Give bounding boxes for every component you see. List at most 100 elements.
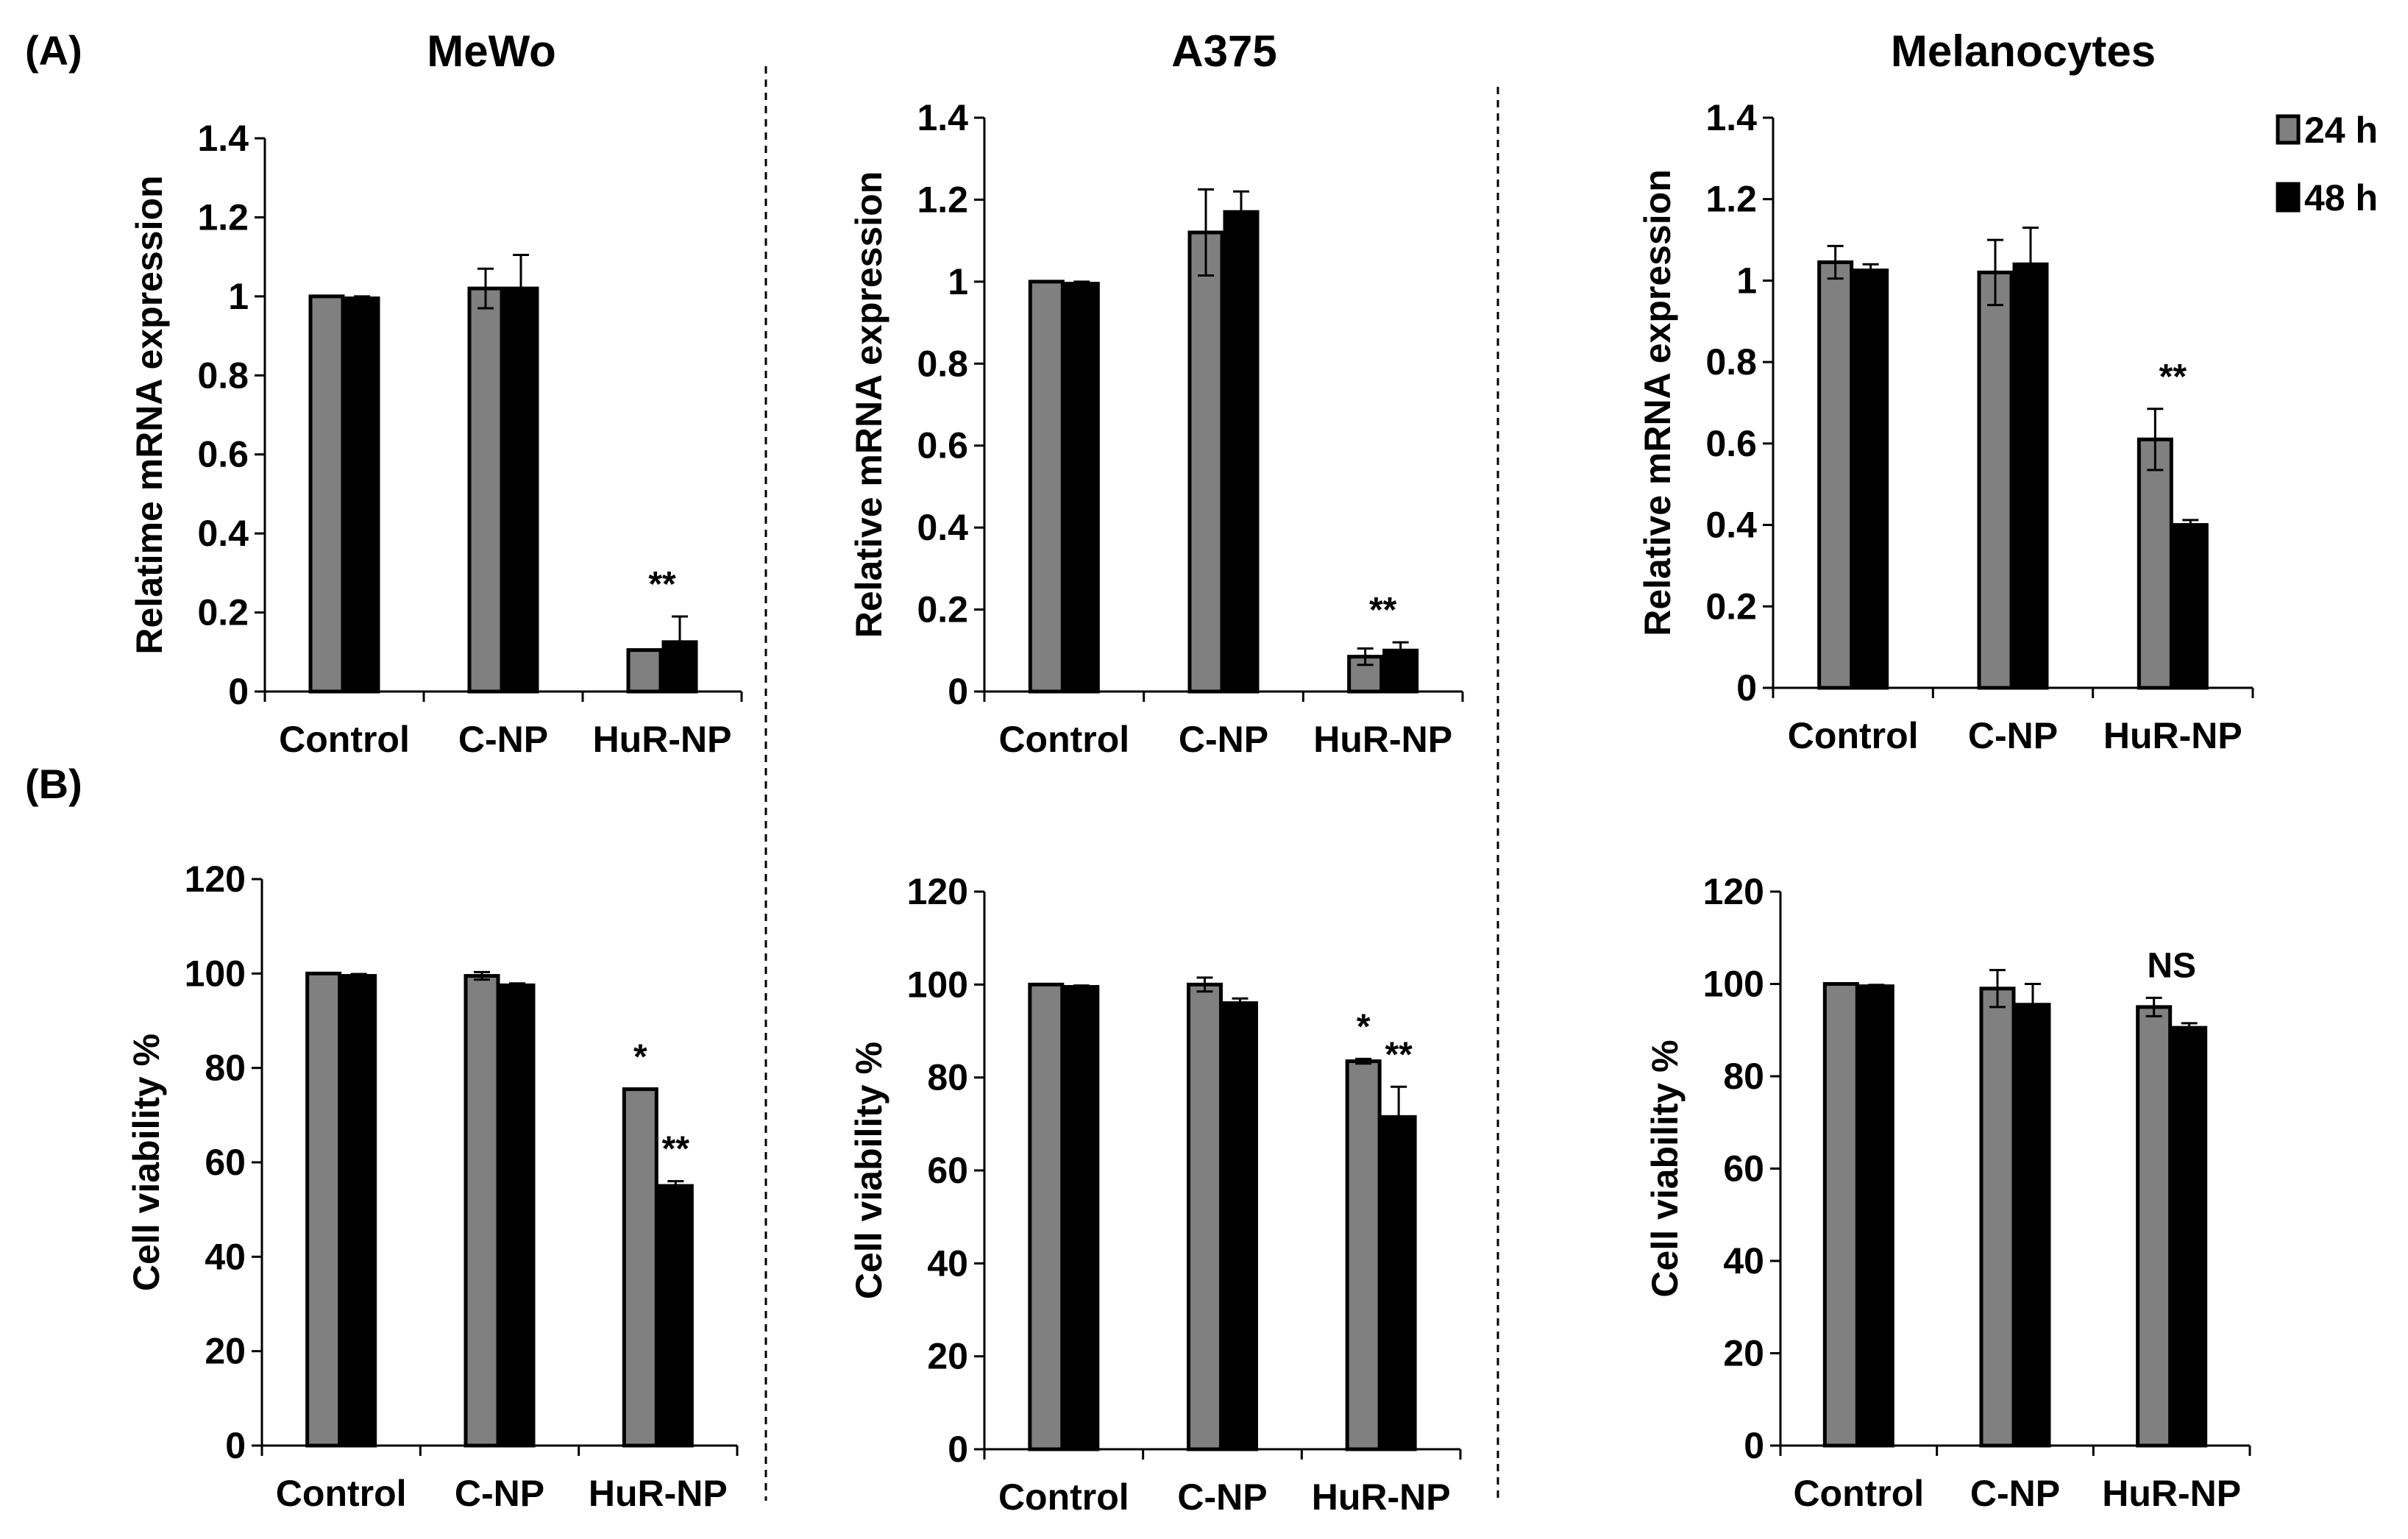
y-tick-label: 0.8 [1705,341,1757,383]
y-tick-label: 1 [1736,260,1757,301]
bar-48h [1063,984,1100,1451]
y-axis-label: Relative mRNA expression [1637,169,1678,636]
bar-24h [1028,280,1065,694]
chart-a-a375: 0 0.2 0.4 0.6 0.8 1 1.2 1.4 Relative mRNA expres… [848,97,1464,760]
bar-48h [1858,984,1894,1448]
bar-24h [1979,987,2016,1448]
y-tick-label: 0.4 [917,507,968,548]
chart-b-melanocytes: 0 20 40 60 80 100 120 Cell viability % Control C-… [1644,871,2251,1514]
bar-24h [2137,437,2173,690]
y-tick-label: 0.4 [197,513,249,554]
category-label: HuR-NP [593,719,732,760]
y-tick-label: 60 [927,1150,968,1191]
bar-48h [1380,1115,1417,1451]
bar-24h [1977,270,2014,690]
significance-marker: NS [2147,946,2196,985]
y-axis-label: Relatime mRNA expression [129,175,170,654]
y-tick-label: 40 [927,1243,968,1284]
y-tick-label: 100 [185,953,246,994]
category-label: Control [279,719,410,760]
legend-swatch-48h [2276,182,2301,213]
category-label: C-NP [455,1473,544,1514]
y-tick-label: 1.2 [917,179,968,220]
legend-swatch-24h [2276,114,2301,145]
bar-24h [1187,230,1224,694]
legend-label-48h: 48 h [2304,177,2378,218]
bar-24h [1817,260,1854,690]
category-label: C-NP [1177,1476,1267,1518]
category-label: C-NP [1970,1473,2060,1514]
y-tick-label: 0.6 [1705,423,1757,464]
bar-48h [341,974,377,1448]
column-title-mewo: MeWo [427,26,556,76]
bar-24h [464,974,500,1448]
category-label: HuR-NP [2102,1473,2241,1514]
bar-48h [1853,269,1889,690]
category-label: HuR-NP [1313,719,1452,760]
legend: 24 h 48 h [2276,110,2378,218]
y-tick-label: 0 [228,671,249,712]
bar-24h [626,648,663,694]
y-tick-label: 20 [205,1331,246,1372]
bar-24h [1347,655,1384,694]
bar-48h [2172,523,2209,690]
bar-48h [344,296,380,694]
significance-marker: ** [2159,358,2187,397]
chart-b-mewo: 0 20 40 60 80 100 120 Cell viability % Control C-… [126,859,739,1514]
y-tick-label: 1 [228,276,249,317]
y-tick-label: 80 [927,1057,968,1098]
y-tick-label: 0.8 [197,355,249,396]
y-tick-label: 20 [927,1336,968,1377]
category-label: Control [1793,1473,1924,1514]
category-label: HuR-NP [2103,715,2242,756]
y-tick-label: 0.4 [1705,505,1757,546]
y-tick-label: 120 [185,859,246,900]
bar-48h [499,983,536,1448]
bar-48h [1063,282,1100,694]
y-tick-label: 0.2 [917,589,968,630]
y-tick-label: 0.2 [197,592,249,633]
y-tick-label: 80 [205,1048,246,1089]
y-axis-label: Cell viability % [126,1034,167,1291]
y-tick-label: 0 [948,671,968,712]
y-tick-label: 40 [1723,1240,1764,1282]
bar-24h [305,971,342,1448]
column-title-melanocytes: Melanocytes [1891,26,2156,76]
significance-marker: ** [662,1130,690,1169]
y-tick-label: 40 [205,1236,246,1277]
bar-24h [622,1087,658,1448]
y-tick-label: 20 [1723,1333,1764,1374]
y-tick-label: 1.2 [197,196,249,238]
bar-24h [467,286,504,694]
y-tick-label: 0.2 [1705,586,1757,627]
y-tick-label: 0.6 [917,425,968,466]
panel-label-b: (B) [25,761,82,807]
y-axis-label: Cell viability % [1644,1039,1686,1297]
bar-24h [1822,982,1859,1448]
bar-24h [308,294,345,694]
panel-label-a: (A) [25,27,82,74]
category-label: C-NP [1179,719,1268,760]
y-tick-label: 1.4 [197,118,249,159]
y-tick-label: 60 [205,1142,246,1183]
charts: 0 0.2 0.4 0.6 0.8 1 1.2 1.4 Relatime mRNA expres… [126,97,2254,1518]
y-tick-label: 1.4 [917,97,968,138]
category-label: C-NP [458,719,548,760]
column-title-a375: A375 [1171,26,1276,76]
y-tick-label: 1.2 [1705,179,1757,220]
y-tick-label: 100 [907,964,968,1005]
y-tick-label: 0 [948,1429,968,1470]
category-label: Control [998,719,1129,760]
bar-48h [2012,262,2049,690]
y-tick-label: 0 [1736,667,1757,708]
bar-48h [502,286,539,694]
y-axis-label: Relative mRNA expression [848,171,889,639]
significance-marker: * [1357,1007,1371,1046]
chart-a-melanocytes: 0 0.2 0.4 0.6 0.8 1 1.2 1.4 Relative mRNA expres… [1637,97,2254,756]
category-label: C-NP [1968,715,2058,756]
legend-label-24h: 24 h [2304,110,2378,151]
bar-24h [1187,982,1223,1451]
significance-marker: ** [1369,591,1397,630]
y-tick-label: 0.8 [917,343,968,384]
